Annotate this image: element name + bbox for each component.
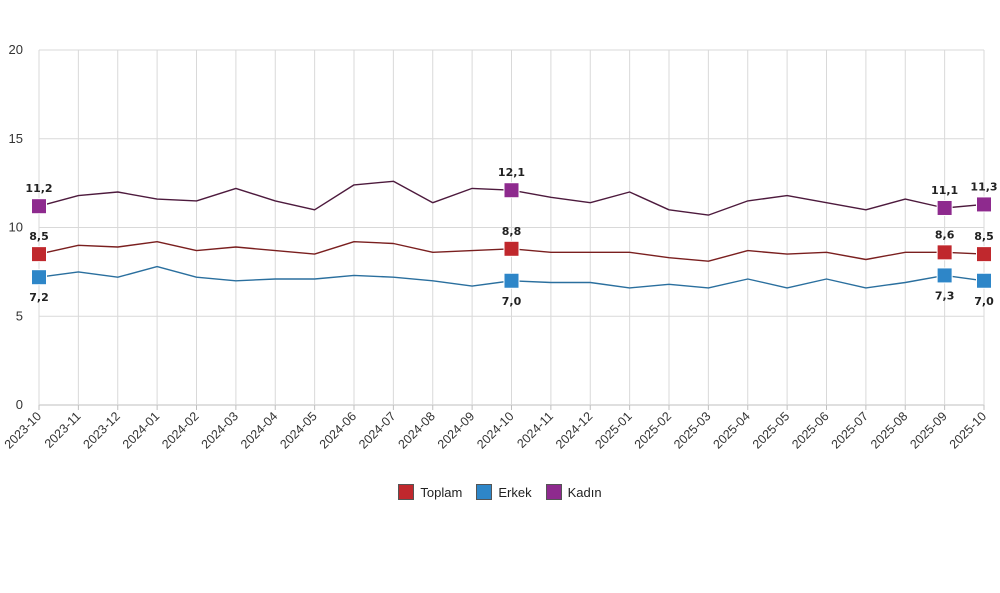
data-point-erkek[interactable]: [503, 272, 520, 289]
data-point-toplam[interactable]: [503, 240, 520, 257]
x-tick-label: 2024-06: [317, 409, 359, 451]
x-tick-label: 2024-07: [356, 409, 398, 451]
data-label-kad-n: 11,3: [970, 180, 997, 193]
x-tick-label: 2024-12: [553, 409, 595, 451]
data-point-toplam[interactable]: [31, 246, 47, 263]
data-point-erkek[interactable]: [976, 272, 992, 289]
data-point-kad-n[interactable]: [976, 196, 992, 213]
x-tick-label: 2025-05: [750, 409, 792, 451]
legend-swatch-toplam: [398, 484, 415, 500]
y-tick-label: 10: [9, 220, 23, 235]
data-point-toplam[interactable]: [976, 246, 992, 263]
data-point-kad-n[interactable]: [503, 182, 520, 199]
data-label-kad-n: 11,1: [931, 184, 958, 197]
legend-label-kadin: Kadın: [567, 484, 602, 500]
data-label-toplam: 8,5: [29, 230, 49, 243]
grid-layer: [38, 49, 985, 410]
data-label-layer: 8,5 8,8 8,6 8,5 7,2 7,0 7,3 7,0 11,2 12,1 11,1 11,3: [25, 166, 997, 308]
y-tick-label: 5: [16, 308, 23, 323]
x-tick-label: 2023-11: [42, 409, 84, 451]
legend-swatch-kadin: [545, 484, 562, 500]
legend-swatch-erkek: [476, 484, 493, 500]
x-tick-label: 2024-08: [396, 409, 438, 451]
x-tick-label: 2024-05: [277, 409, 319, 451]
legend-label-toplam: Toplam: [420, 484, 463, 500]
data-label-erkek: 7,3: [935, 289, 955, 302]
y-axis-ticks: 0 5 10 15 20: [9, 42, 23, 412]
x-tick-label: 2025-01: [592, 409, 634, 451]
y-tick-label: 0: [16, 397, 23, 412]
x-tick-label: 2023-12: [81, 409, 123, 451]
data-label-kad-n: 12,1: [498, 166, 525, 179]
y-tick-label: 20: [9, 42, 23, 57]
y-tick-label: 15: [9, 131, 23, 146]
x-tick-label: 2024-01: [120, 409, 162, 451]
data-point-kad-n[interactable]: [31, 198, 47, 215]
legend-item-erkek[interactable]: Erkek: [476, 484, 532, 500]
legend-label-erkek: Erkek: [498, 484, 532, 500]
x-tick-label: 2025-08: [868, 409, 910, 451]
data-label-toplam: 8,6: [935, 228, 955, 241]
data-point-erkek[interactable]: [31, 269, 47, 286]
x-tick-label: 2024-03: [199, 409, 241, 451]
x-tick-label: 2025-04: [711, 409, 753, 451]
data-label-erkek: 7,0: [502, 295, 522, 308]
x-axis-ticks: 2023-102023-112023-122024-012024-022024-…: [2, 409, 989, 451]
legend: Toplam Erkek Kadın: [0, 484, 1000, 500]
x-tick-label: 2024-09: [435, 409, 477, 451]
data-label-kad-n: 11,2: [25, 182, 52, 195]
data-point-kad-n[interactable]: [936, 199, 953, 216]
x-tick-label: 2025-09: [907, 409, 949, 451]
x-tick-label: 2025-10: [947, 409, 989, 451]
data-point-erkek[interactable]: [936, 267, 953, 284]
legend-item-kadin[interactable]: Kadın: [545, 484, 602, 500]
x-tick-label: 2025-06: [789, 409, 831, 451]
x-tick-label: 2024-11: [514, 409, 556, 451]
data-label-erkek: 7,0: [974, 295, 994, 308]
series-layer: [31, 180, 992, 289]
data-label-toplam: 8,8: [502, 225, 522, 238]
data-label-erkek: 7,2: [29, 291, 49, 304]
x-tick-label: 2025-03: [671, 409, 713, 451]
x-tick-label: 2025-07: [829, 409, 871, 451]
x-tick-label: 2024-02: [159, 409, 201, 451]
x-tick-label: 2024-04: [238, 409, 280, 451]
legend-item-toplam[interactable]: Toplam: [398, 484, 462, 500]
x-tick-label: 2025-02: [632, 409, 674, 451]
x-tick-label: 2024-10: [474, 409, 516, 451]
data-label-toplam: 8,5: [974, 230, 994, 243]
data-point-toplam[interactable]: [936, 244, 953, 261]
x-tick-label: 2023-10: [2, 409, 44, 451]
